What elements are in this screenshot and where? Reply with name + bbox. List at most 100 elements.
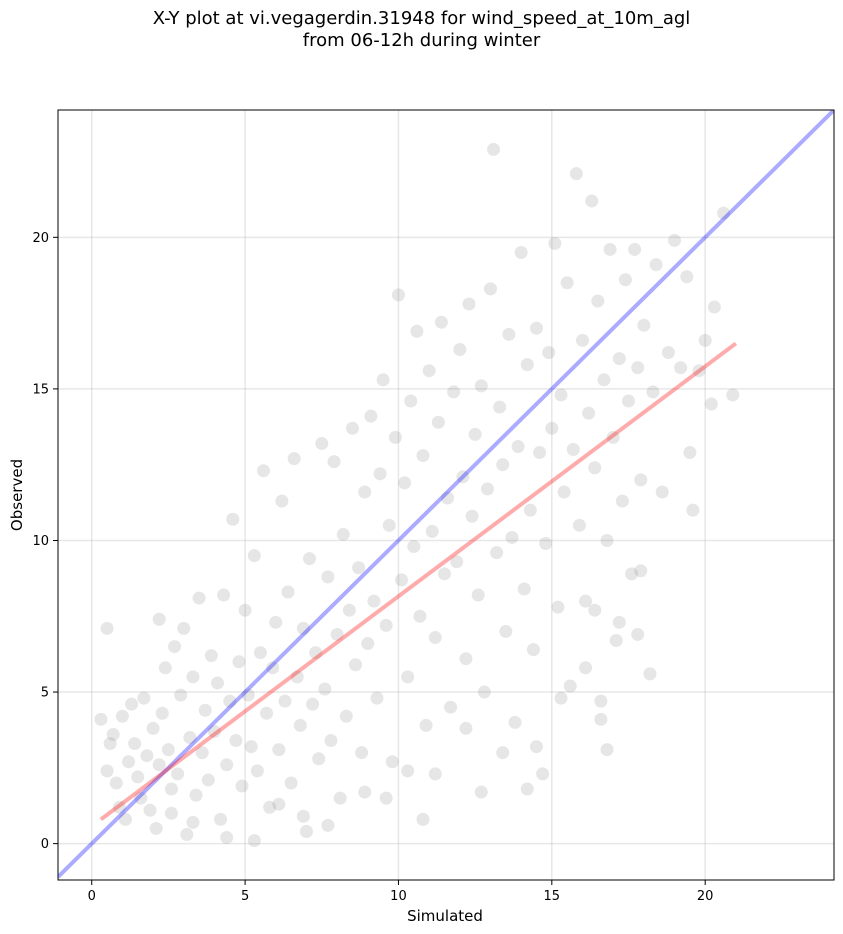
scatter-point <box>453 342 467 356</box>
x-tick-label: 5 <box>241 889 249 904</box>
scatter-point <box>579 594 593 608</box>
scatter-point <box>275 494 289 508</box>
scatter-point <box>600 533 614 547</box>
scatter-point <box>299 824 313 838</box>
scatter-point <box>514 245 528 259</box>
scatter-point <box>588 603 602 617</box>
scatter-point <box>220 831 234 845</box>
scatter-point <box>293 718 307 732</box>
scatter-point <box>404 394 418 408</box>
scatter-point <box>520 358 534 372</box>
scatter-point <box>499 624 513 638</box>
y-tick-label: 5 <box>41 686 49 701</box>
scatter-point <box>707 300 721 314</box>
scatter-point <box>554 691 568 705</box>
scatter-point <box>591 294 605 308</box>
scatter-point <box>217 588 231 602</box>
scatter-point <box>600 743 614 757</box>
scatter-point <box>585 194 599 208</box>
scatter-point <box>594 712 608 726</box>
scatter-point <box>668 233 682 247</box>
scatter-point <box>536 767 550 781</box>
scatter-point <box>428 630 442 644</box>
scatter-point <box>422 364 436 378</box>
scatter-point <box>450 555 464 569</box>
scatter-point <box>103 737 117 751</box>
scatter-point <box>474 379 488 393</box>
chart-title-line-1: X-Y plot at vi.vegagerdin.31948 for wind… <box>152 8 691 29</box>
scatter-point <box>385 755 399 769</box>
scatter-point <box>180 828 194 842</box>
scatter-point <box>312 752 326 766</box>
scatter-point <box>266 661 280 675</box>
scatter-point <box>634 473 648 487</box>
scatter-point <box>183 731 197 745</box>
scatter-point <box>131 770 145 784</box>
scatter-point <box>137 691 151 705</box>
scatter-point <box>278 694 292 708</box>
scatter-point <box>496 458 510 472</box>
scatter-point <box>186 815 200 829</box>
scatter-point <box>459 721 473 735</box>
scatter-point <box>391 288 405 302</box>
scatter-point <box>287 452 301 466</box>
scatter-point <box>361 637 375 651</box>
scatter-point <box>272 797 286 811</box>
scatter-point <box>597 373 611 387</box>
scatter-point <box>345 421 359 435</box>
scatter-point <box>207 724 221 738</box>
scatter-point <box>186 670 200 684</box>
scatter-point <box>241 688 255 702</box>
scatter-point <box>490 546 504 560</box>
scatter-point <box>631 627 645 641</box>
scatter-point <box>247 834 261 848</box>
scatter-point <box>296 621 310 635</box>
x-tick-label: 0 <box>88 889 96 904</box>
y-axis-label: Observed <box>8 459 26 531</box>
scatter-point <box>244 740 258 754</box>
scatter-point <box>628 242 642 256</box>
scatter-point <box>575 333 589 347</box>
scatter-point <box>717 206 731 220</box>
scatter-point <box>419 718 433 732</box>
scatter-point <box>416 812 430 826</box>
scatter-point <box>431 415 445 429</box>
scatter-point <box>539 537 553 551</box>
scatter-point <box>364 409 378 423</box>
scatter-point <box>373 467 387 481</box>
scatter-point <box>557 485 571 499</box>
scatter-point <box>177 621 191 635</box>
scatter-point <box>149 821 163 835</box>
scatter-point <box>502 327 516 341</box>
scatter-point <box>269 615 283 629</box>
scatter-point <box>401 670 415 684</box>
scatter-point <box>480 482 494 496</box>
scatter-point <box>692 364 706 378</box>
scatter-point <box>563 679 577 693</box>
scatter-point <box>379 791 393 805</box>
scatter-point <box>680 270 694 284</box>
scatter-point <box>529 321 543 335</box>
scatter-point <box>355 746 369 760</box>
scatter-point <box>210 676 224 690</box>
scatter-point <box>214 812 228 826</box>
scatter-point <box>204 649 218 663</box>
scatter-point <box>468 427 482 441</box>
scatter-point <box>437 567 451 581</box>
scatter-point <box>358 785 372 799</box>
scatter-point <box>649 258 663 272</box>
scatter-point <box>349 658 363 672</box>
scatter-point <box>140 749 154 763</box>
scatter-point <box>125 697 139 711</box>
scatter-point <box>370 691 384 705</box>
scatter-point <box>545 421 559 435</box>
scatter-point <box>683 446 697 460</box>
scatter-point <box>171 767 185 781</box>
scatter-point <box>327 455 341 469</box>
scatter-point <box>100 621 114 635</box>
scatter-point <box>321 570 335 584</box>
scatter-point <box>588 461 602 475</box>
scatter-point <box>235 779 249 793</box>
x-axis-label: Simulated <box>407 907 483 925</box>
scatter-point <box>303 552 317 566</box>
